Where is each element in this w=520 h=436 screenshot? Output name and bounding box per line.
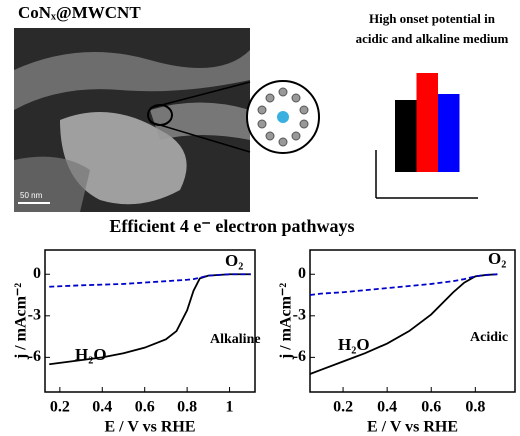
y-tick-label: -3: [28, 306, 41, 323]
plot-frame: [309, 249, 516, 393]
y-tick-label: -6: [293, 348, 306, 365]
y-axis-label: j / mAcm⁻²: [278, 283, 295, 361]
x-axis-label: E / V vs RHE: [105, 419, 196, 436]
y-axis-label: j / mAcm⁻²: [13, 283, 30, 361]
micrograph: 50 nm: [14, 28, 250, 212]
x-tick-label: 0.4: [92, 399, 112, 416]
line-series: [309, 273, 498, 375]
x-tick-label: 0.8: [177, 399, 197, 416]
x-tick-label: 0.6: [135, 399, 155, 416]
y-tick-label: 0: [298, 265, 306, 282]
bar: [416, 73, 438, 172]
bar: [438, 94, 460, 172]
annotation: H₂O: [75, 345, 107, 364]
x-tick-label: 0.2: [50, 399, 70, 416]
scale-bar-label: 50 nm: [20, 191, 43, 200]
x-tick-label: 0.4: [377, 399, 397, 416]
line-series: [49, 273, 251, 366]
annotation: Acidic: [470, 330, 508, 345]
bar-chart-title: acidic and alkaline medium: [356, 31, 509, 46]
x-tick-label: 1: [226, 399, 234, 416]
magnifier: [147, 80, 320, 154]
y-tick-label: -6: [28, 348, 41, 365]
plot-frame: [44, 249, 256, 393]
annotation: O₂: [488, 249, 506, 268]
bar: [395, 100, 417, 172]
line-series: [49, 273, 251, 288]
y-tick-label: 0: [33, 265, 41, 282]
y-tick-label: -3: [293, 306, 306, 323]
bar-frame: [375, 150, 478, 199]
subtitle: Efficient 4 e⁻ electron pathways: [109, 216, 354, 236]
annotation: H₂O: [338, 335, 370, 354]
x-axis-label: E / V vs RHE: [367, 419, 458, 436]
bar-chart-title: High onset potential in: [369, 11, 496, 26]
annotation: O₂: [225, 251, 243, 270]
x-tick-label: 0.8: [465, 399, 485, 416]
annotation: Alkaline: [210, 332, 261, 347]
x-tick-label: 0.6: [421, 399, 441, 416]
x-tick-label: 0.2: [333, 399, 353, 416]
title: CoNₓ@MWCNT: [18, 3, 141, 22]
line-series: [309, 273, 498, 296]
